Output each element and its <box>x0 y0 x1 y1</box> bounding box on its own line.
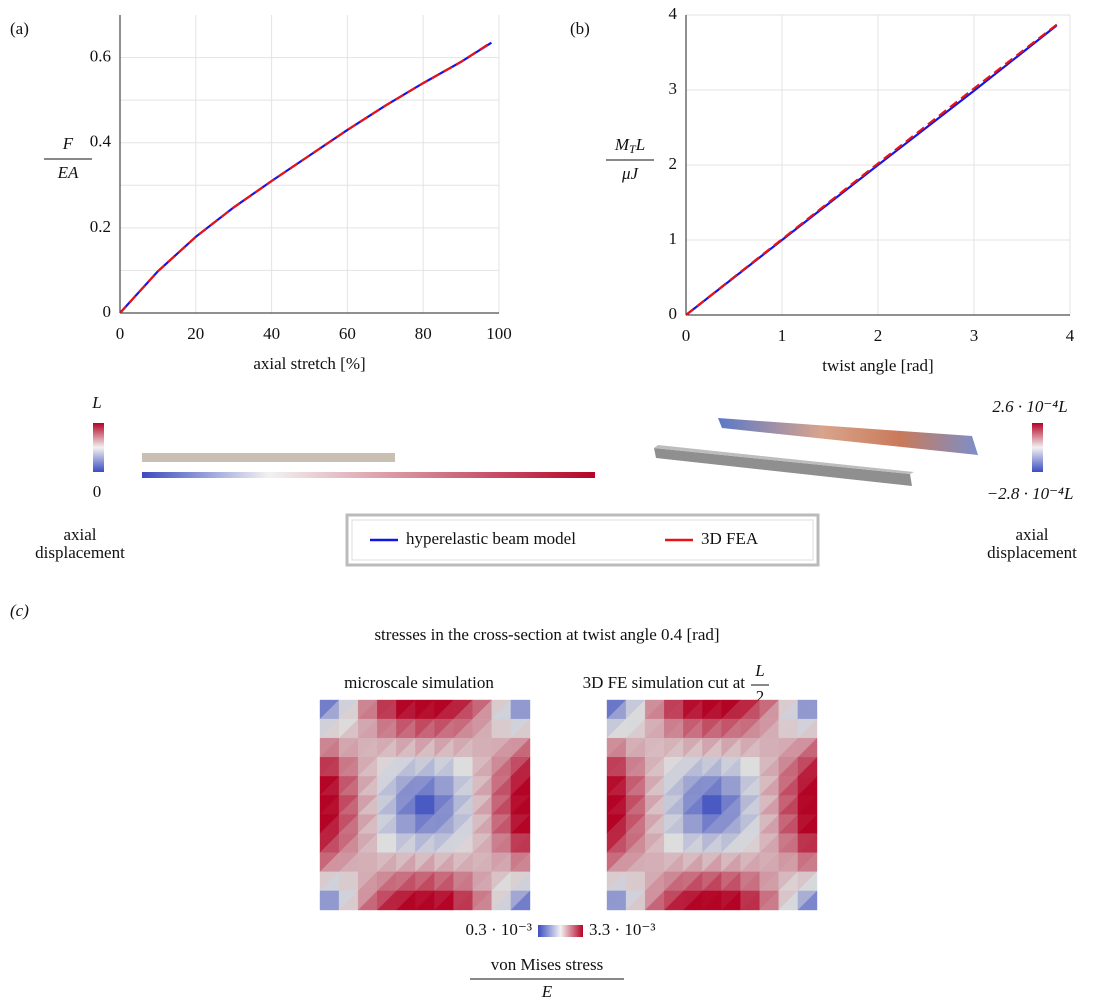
y-label-part: M <box>614 135 630 154</box>
y-tick-label: 0 <box>669 304 678 323</box>
colorbar-label: 0.3 · 10⁻³ <box>466 920 532 939</box>
beam-undeformed <box>142 453 395 462</box>
beam-deformed <box>142 472 595 478</box>
fraction-numerator: L <box>754 661 764 680</box>
colorbar-label: −2.8 · 10⁻⁴L <box>987 484 1074 503</box>
panel-label: (c) <box>10 601 29 620</box>
y-axis-label: MTL <box>614 135 645 156</box>
x-axis-label: twist angle [rad] <box>822 356 933 375</box>
data-line <box>120 43 491 313</box>
colorbar-label: 3.3 · 10⁻³ <box>589 920 655 939</box>
caption: axial <box>1015 525 1048 544</box>
legend-label: 3D FEA <box>701 529 759 548</box>
fraction-numerator: von Mises stress <box>491 955 603 974</box>
fraction-denominator: E <box>541 982 553 1001</box>
colorbar-label: L <box>91 393 101 412</box>
x-tick-label: 1 <box>778 326 787 345</box>
x-tick-label: 100 <box>486 324 512 343</box>
y-tick-label: 4 <box>669 4 678 23</box>
x-axis-label: axial stretch [%] <box>253 354 365 373</box>
beam-undeformed <box>654 448 912 486</box>
subplot-title: microscale simulation <box>344 673 494 692</box>
y-tick-label: 0.2 <box>90 217 111 236</box>
y-tick-label: 0.4 <box>90 132 112 151</box>
colorbar-label: 0 <box>93 482 102 501</box>
panel-title: stresses in the cross-section at twist a… <box>374 625 719 644</box>
y-label-part: L <box>635 135 645 154</box>
caption: displacement <box>987 543 1077 562</box>
colorbar <box>538 925 583 937</box>
beam-twisted <box>718 418 978 455</box>
panel-label: (b) <box>570 19 590 38</box>
x-tick-label: 4 <box>1066 326 1075 345</box>
caption: axial <box>63 525 96 544</box>
stress-map <box>607 700 817 910</box>
caption: displacement <box>35 543 125 562</box>
stress-map <box>320 700 530 910</box>
y-axis-label: F <box>62 134 74 153</box>
y-axis-label: EA <box>57 163 79 182</box>
x-tick-label: 0 <box>116 324 125 343</box>
figure: L 0 axial displacement 2.6 · 10⁻⁴L −2.8 … <box>0 0 1094 1005</box>
subplot-title: 3D FE simulation cut at <box>583 673 746 692</box>
colorbar-label: 2.6 · 10⁻⁴L <box>992 397 1067 416</box>
x-tick-label: 60 <box>339 324 356 343</box>
panel-label: (a) <box>10 19 29 38</box>
y-tick-label: 3 <box>669 79 678 98</box>
data-line <box>120 42 491 313</box>
x-tick-label: 80 <box>415 324 432 343</box>
y-axis-label: μJ <box>621 164 640 183</box>
y-tick-label: 0 <box>103 302 112 321</box>
x-tick-label: 0 <box>682 326 691 345</box>
colorbar <box>1032 423 1043 472</box>
x-tick-label: 40 <box>263 324 280 343</box>
y-label-part: F <box>62 134 74 153</box>
x-tick-label: 3 <box>970 326 979 345</box>
colorbar <box>93 423 104 472</box>
x-tick-label: 2 <box>874 326 883 345</box>
y-tick-label: 2 <box>669 154 678 173</box>
y-tick-label: 0.6 <box>90 46 111 65</box>
y-tick-label: 1 <box>669 229 678 248</box>
x-tick-label: 20 <box>187 324 204 343</box>
legend-label: hyperelastic beam model <box>406 529 576 548</box>
